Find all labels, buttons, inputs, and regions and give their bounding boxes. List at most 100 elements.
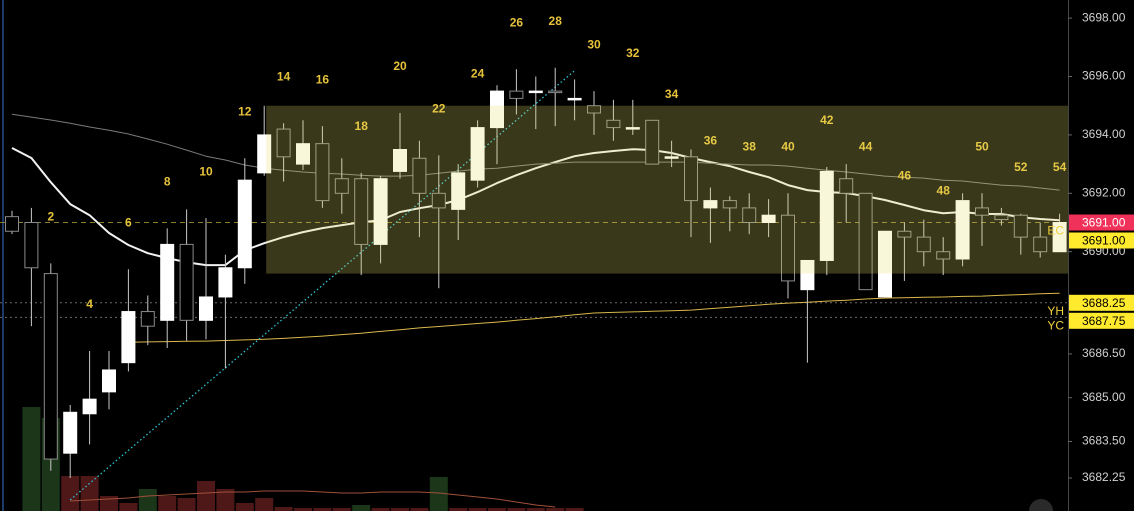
candle-body: [916, 236, 931, 253]
candle-body: [975, 207, 989, 216]
volume-bar: [449, 508, 468, 511]
volume-average: [70, 490, 556, 508]
volume-bar: [565, 508, 584, 511]
candle-body: [606, 119, 621, 129]
candle-body: [296, 143, 310, 165]
bar-number: 34: [665, 87, 679, 101]
candle-body: [587, 105, 601, 114]
bar-number: 20: [393, 59, 407, 73]
volume-bar: [22, 407, 41, 511]
candle-body: [1052, 222, 1067, 253]
candle-body: [218, 267, 233, 298]
bar-number: 48: [937, 183, 951, 197]
candle-body: [781, 214, 795, 282]
volume-bar: [119, 503, 138, 511]
volume-bar: [410, 508, 429, 511]
bar-number: 54: [1053, 160, 1067, 174]
candle-body: [431, 192, 446, 209]
price-badge: [1069, 232, 1134, 249]
price-badge-label: 3687.75: [1082, 314, 1126, 328]
price-badge: [1069, 312, 1134, 329]
candle-body: [509, 90, 524, 99]
candle-body: [528, 90, 543, 94]
volume-bar: [235, 503, 254, 511]
volume-bar: [255, 498, 274, 511]
bar-number: 32: [626, 46, 640, 60]
bar-number: 10: [199, 164, 213, 178]
candle-body: [936, 251, 951, 260]
volume-bar: [197, 481, 215, 511]
volume-bar: [158, 496, 177, 511]
candle-body: [140, 311, 155, 327]
candle-body: [645, 119, 660, 165]
candle-body: [121, 311, 136, 364]
volume-bar: [468, 508, 487, 511]
price-badge-label: 3691.00: [1082, 234, 1126, 248]
candle-body: [722, 200, 737, 209]
candle-body: [5, 216, 19, 232]
candle-body: [63, 411, 78, 454]
candle-body: [761, 214, 776, 224]
y-tick-label: 3696.00: [1082, 69, 1126, 83]
candle-body: [160, 243, 175, 321]
volume-bar: [526, 508, 545, 511]
y-tick-label: 3683.50: [1082, 434, 1126, 448]
volume-bar: [313, 508, 332, 511]
y-tick-label: 3682.25: [1082, 470, 1126, 484]
volume-bar: [488, 508, 506, 511]
candle-body: [897, 230, 912, 238]
candle-body: [373, 178, 388, 245]
price-tag: YC: [1047, 319, 1064, 333]
scroll-button[interactable]: [1029, 499, 1053, 511]
price-tag: EC: [1047, 224, 1064, 238]
candle-body: [664, 156, 679, 159]
price-badge-label: 3688.25: [1082, 296, 1126, 310]
candle-body: [567, 97, 582, 101]
volume-bar: [332, 508, 351, 511]
bar-number: 40: [781, 139, 795, 153]
price-badge: [1069, 214, 1134, 231]
bar-number: 12: [238, 104, 252, 118]
bar-number: 28: [549, 14, 563, 28]
bar-number: 2: [47, 210, 54, 224]
y-tick-label: 3694.00: [1082, 127, 1126, 141]
bar-number: 42: [820, 113, 834, 127]
candle-body: [839, 178, 854, 194]
candle-body: [878, 230, 892, 298]
candle-body: [684, 156, 698, 202]
candle-body: [43, 273, 58, 460]
candle-body: [102, 369, 116, 393]
moving-average: [11, 113, 1060, 191]
volume-bar: [274, 507, 293, 511]
volume-bar: [294, 508, 312, 511]
bar-number: 26: [510, 15, 524, 29]
price-badge: [1069, 294, 1134, 311]
volume-bar: [177, 498, 196, 511]
bar-number: 16: [316, 72, 330, 86]
bar-number: 18: [355, 119, 369, 133]
candle-body: [800, 259, 815, 291]
candle-body: [994, 214, 1009, 221]
candle-body: [742, 207, 757, 224]
bar-number: 50: [975, 139, 989, 153]
candle-body: [470, 127, 485, 181]
volume-bar: [61, 476, 80, 511]
volume-bar: [546, 508, 565, 511]
bar-number: 6: [125, 215, 132, 229]
candle-body: [490, 90, 504, 129]
candle-body: [276, 128, 291, 158]
candle-body: [334, 178, 349, 194]
price-badge-label: 3691.00: [1082, 216, 1126, 230]
volume-bar: [138, 489, 157, 511]
bar-number: 52: [1014, 160, 1028, 174]
volume-bar: [507, 508, 526, 511]
candle-body: [819, 170, 834, 261]
candle-body: [955, 200, 970, 260]
volume-bar: [371, 508, 390, 511]
candle-body: [1033, 236, 1048, 253]
y-tick-label: 3692.00: [1082, 185, 1126, 199]
volume-bar: [352, 505, 371, 511]
candle-body: [548, 90, 563, 94]
candle-body: [179, 243, 194, 321]
